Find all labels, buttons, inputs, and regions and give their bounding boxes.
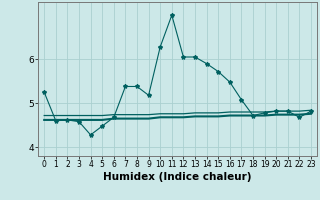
X-axis label: Humidex (Indice chaleur): Humidex (Indice chaleur) [103, 172, 252, 182]
